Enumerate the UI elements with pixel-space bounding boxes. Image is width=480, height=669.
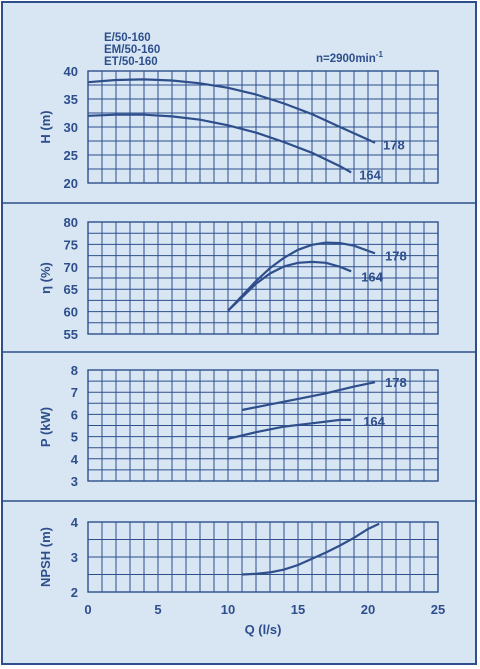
x-tick-label: 0 [84,602,91,617]
speed-label: n=2900min-1 [316,50,383,65]
y-tick-label: 20 [64,176,78,191]
speed-exponent: -1 [376,50,384,59]
y-tick-label: 35 [64,92,78,107]
x-tick-label: 25 [431,602,445,617]
y-tick-label: 75 [64,237,78,252]
chart-panel: 3 4 5 6 7 8 P (kW) 178 164 [38,363,439,489]
y-tick-label: 30 [64,120,78,135]
series-line-164 [227,260,352,312]
y-tick-label: 7 [71,385,78,400]
x-axis-label: Q (l/s) [245,622,282,637]
series-label: 178 [385,248,407,263]
model-list: E/50-160 EM/50-160 ET/50-160 [104,32,160,68]
series-line-178 [227,241,376,312]
series-line-164 [87,113,352,174]
model-name: ET/50-160 [104,56,158,68]
y-tick-label: 80 [64,215,78,230]
y-tick-label: 40 [64,64,78,79]
y-axis-label: H (m) [38,110,53,143]
y-tick-label: 6 [71,407,78,422]
x-tick-label: 15 [291,602,305,617]
series-label: 164 [359,167,381,182]
series-label: 164 [363,414,385,429]
y-tick-label: 3 [71,474,78,489]
series-line-178 [87,78,376,144]
x-tick-label: 10 [221,602,235,617]
y-tick-label: 25 [64,148,78,163]
chart-panel: 2 3 4 NPSH (m) 0 5 10 15 20 25 Q (l/s) [38,515,445,637]
series-line-178 [241,381,376,412]
y-tick-label: 8 [71,363,78,378]
series-label: 178 [385,375,407,390]
y-tick-label: 55 [64,327,78,342]
y-tick-label: 3 [71,550,78,565]
y-tick-label: 4 [71,515,79,530]
x-tick-label: 20 [361,602,375,617]
speed-value: n=2900min [316,53,376,65]
model-name: EM/50-160 [104,44,160,56]
y-tick-label: 5 [71,430,78,445]
y-axis-label: η (%) [38,262,53,294]
y-tick-label: 4 [71,452,79,467]
y-axis-label: NPSH (m) [38,527,53,587]
y-tick-label: 65 [64,282,78,297]
y-axis-label: P (kW) [38,407,53,447]
series-line-164 [227,418,352,440]
y-tick-label: 70 [64,260,78,275]
series-label: 164 [361,269,383,284]
x-tick-label: 5 [154,602,161,617]
model-name: E/50-160 [104,32,151,44]
y-tick-label: 2 [71,585,78,600]
y-tick-label: 60 [64,305,78,320]
series-label: 178 [383,138,405,153]
series-line-npsh [241,522,380,576]
